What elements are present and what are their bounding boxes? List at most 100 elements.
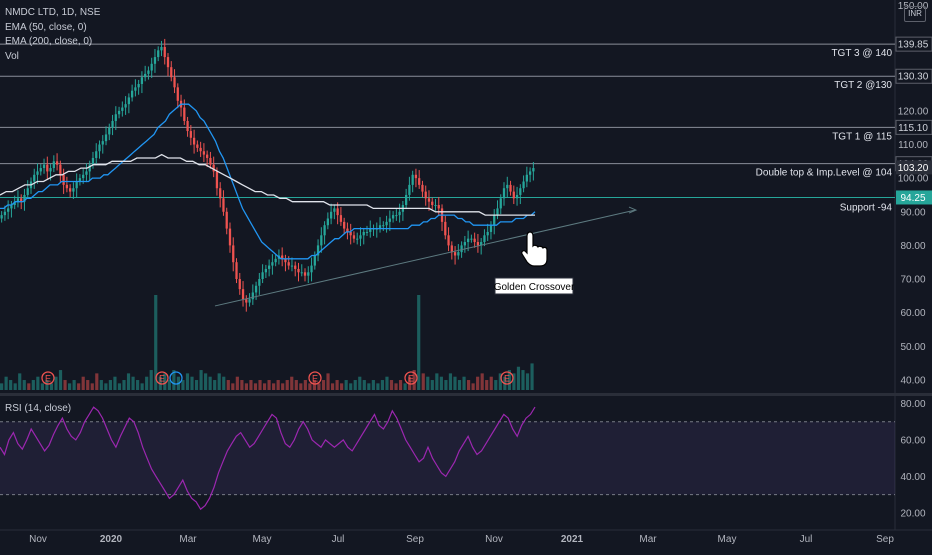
volume-bar	[0, 383, 4, 390]
level-annotation: TGT 3 @ 140	[831, 48, 892, 59]
volume-bar	[462, 376, 466, 390]
volume-bar	[480, 373, 484, 390]
level-annotation: TGT 1 @ 115	[832, 131, 892, 142]
candle-body	[199, 147, 202, 152]
candle-body	[59, 164, 62, 175]
candle-body	[241, 289, 245, 300]
candle-body	[111, 120, 114, 128]
volume-bar	[81, 376, 85, 390]
candle-body	[65, 184, 69, 189]
volume-bar	[276, 380, 280, 390]
volume-bar	[448, 373, 453, 390]
candle-body	[362, 231, 365, 236]
volume-bar	[435, 373, 439, 390]
volume-bar	[126, 373, 131, 390]
legend-ema200[interactable]: EMA (200, close, 0)	[5, 36, 93, 47]
candle-body	[16, 198, 20, 202]
volume-bar	[330, 383, 335, 390]
volume-bar	[394, 383, 398, 390]
rsi-band	[0, 421, 895, 495]
candle-body	[405, 194, 408, 206]
earnings-marker	[155, 371, 169, 385]
candle-body	[186, 120, 189, 132]
legend-volume[interactable]: Vol	[5, 50, 19, 62]
candle-body	[307, 272, 310, 276]
candle-body	[49, 168, 52, 172]
candle-body	[336, 208, 339, 216]
candle-body	[104, 134, 108, 142]
volume-bar	[272, 383, 276, 390]
volume-bar	[367, 383, 371, 390]
volume-bar	[9, 380, 13, 390]
rsi-tick-label: 20.00	[900, 508, 925, 519]
volume-bar	[466, 380, 471, 390]
volume-bar	[507, 370, 511, 390]
candle-body	[42, 164, 46, 169]
candle-body	[245, 299, 248, 303]
earnings-marker-label: E	[504, 374, 510, 384]
earnings-marker-label: E	[312, 374, 318, 384]
legend-ema50[interactable]: EMA (50, close, 0)	[5, 21, 87, 33]
candle-body	[369, 228, 372, 232]
volume-bar	[476, 376, 480, 390]
candle-body	[499, 198, 502, 209]
candle-body	[483, 235, 486, 243]
candle-body	[225, 211, 228, 229]
volume-bar	[240, 380, 244, 390]
volume-bar	[380, 380, 385, 390]
candle-body	[356, 238, 359, 240]
level-price-tag	[895, 68, 932, 84]
level-price-tag	[896, 190, 932, 205]
volume-bar	[281, 383, 285, 390]
volume-bar	[521, 370, 525, 390]
candle-body	[297, 268, 300, 273]
time-axis-label: 2021	[561, 534, 584, 545]
price-tick-label: 50.00	[900, 342, 925, 353]
volume-bar	[154, 295, 158, 390]
time-axis-label: Sep	[876, 534, 894, 545]
chart-legend: NMDC LTD, 1D, NSE EMA (50, close, 0) EMA…	[5, 6, 100, 64]
candle-body	[476, 242, 480, 246]
candle-body	[163, 46, 166, 58]
volume-bar	[108, 380, 112, 390]
time-axis-label: Mar	[179, 534, 197, 545]
volume-bar	[172, 370, 176, 390]
rsi-legend[interactable]: RSI (14, close)	[5, 403, 72, 414]
level-price-label: 130.30	[898, 72, 929, 83]
volume-bar	[18, 373, 22, 390]
candle-body	[232, 245, 235, 263]
candle-body	[313, 255, 316, 266]
volume-bar	[117, 383, 122, 390]
level-price-tag	[895, 36, 932, 52]
candle-body	[486, 231, 489, 236]
volume-bar	[49, 383, 54, 390]
hand-pointer-icon	[521, 231, 548, 267]
candle-body	[287, 262, 290, 266]
volume-bar	[376, 383, 380, 390]
earnings-marker	[500, 371, 514, 385]
currency-button[interactable]: INR	[904, 6, 926, 22]
candle-body	[466, 238, 470, 243]
candle-body	[453, 252, 457, 256]
volume-bar	[131, 376, 135, 390]
legend-symbol[interactable]: NMDC LTD, 1D, NSE	[5, 7, 101, 18]
volume-bar	[167, 380, 171, 390]
volume-bar	[4, 376, 8, 390]
volume-bar	[344, 380, 348, 390]
candle-body	[215, 171, 219, 189]
time-axis-label: Sep	[406, 534, 424, 545]
candle-body	[62, 174, 65, 185]
candle-body	[303, 272, 307, 276]
candle-body	[421, 184, 424, 192]
volume-bar	[403, 383, 407, 390]
candle-body	[46, 164, 49, 172]
candle-body	[88, 164, 91, 172]
candle-body	[326, 218, 329, 226]
candle-body	[502, 188, 506, 199]
volume-bar	[190, 376, 194, 390]
candle-body	[339, 215, 343, 222]
candle-body	[532, 168, 535, 172]
volume-bar	[353, 380, 357, 390]
